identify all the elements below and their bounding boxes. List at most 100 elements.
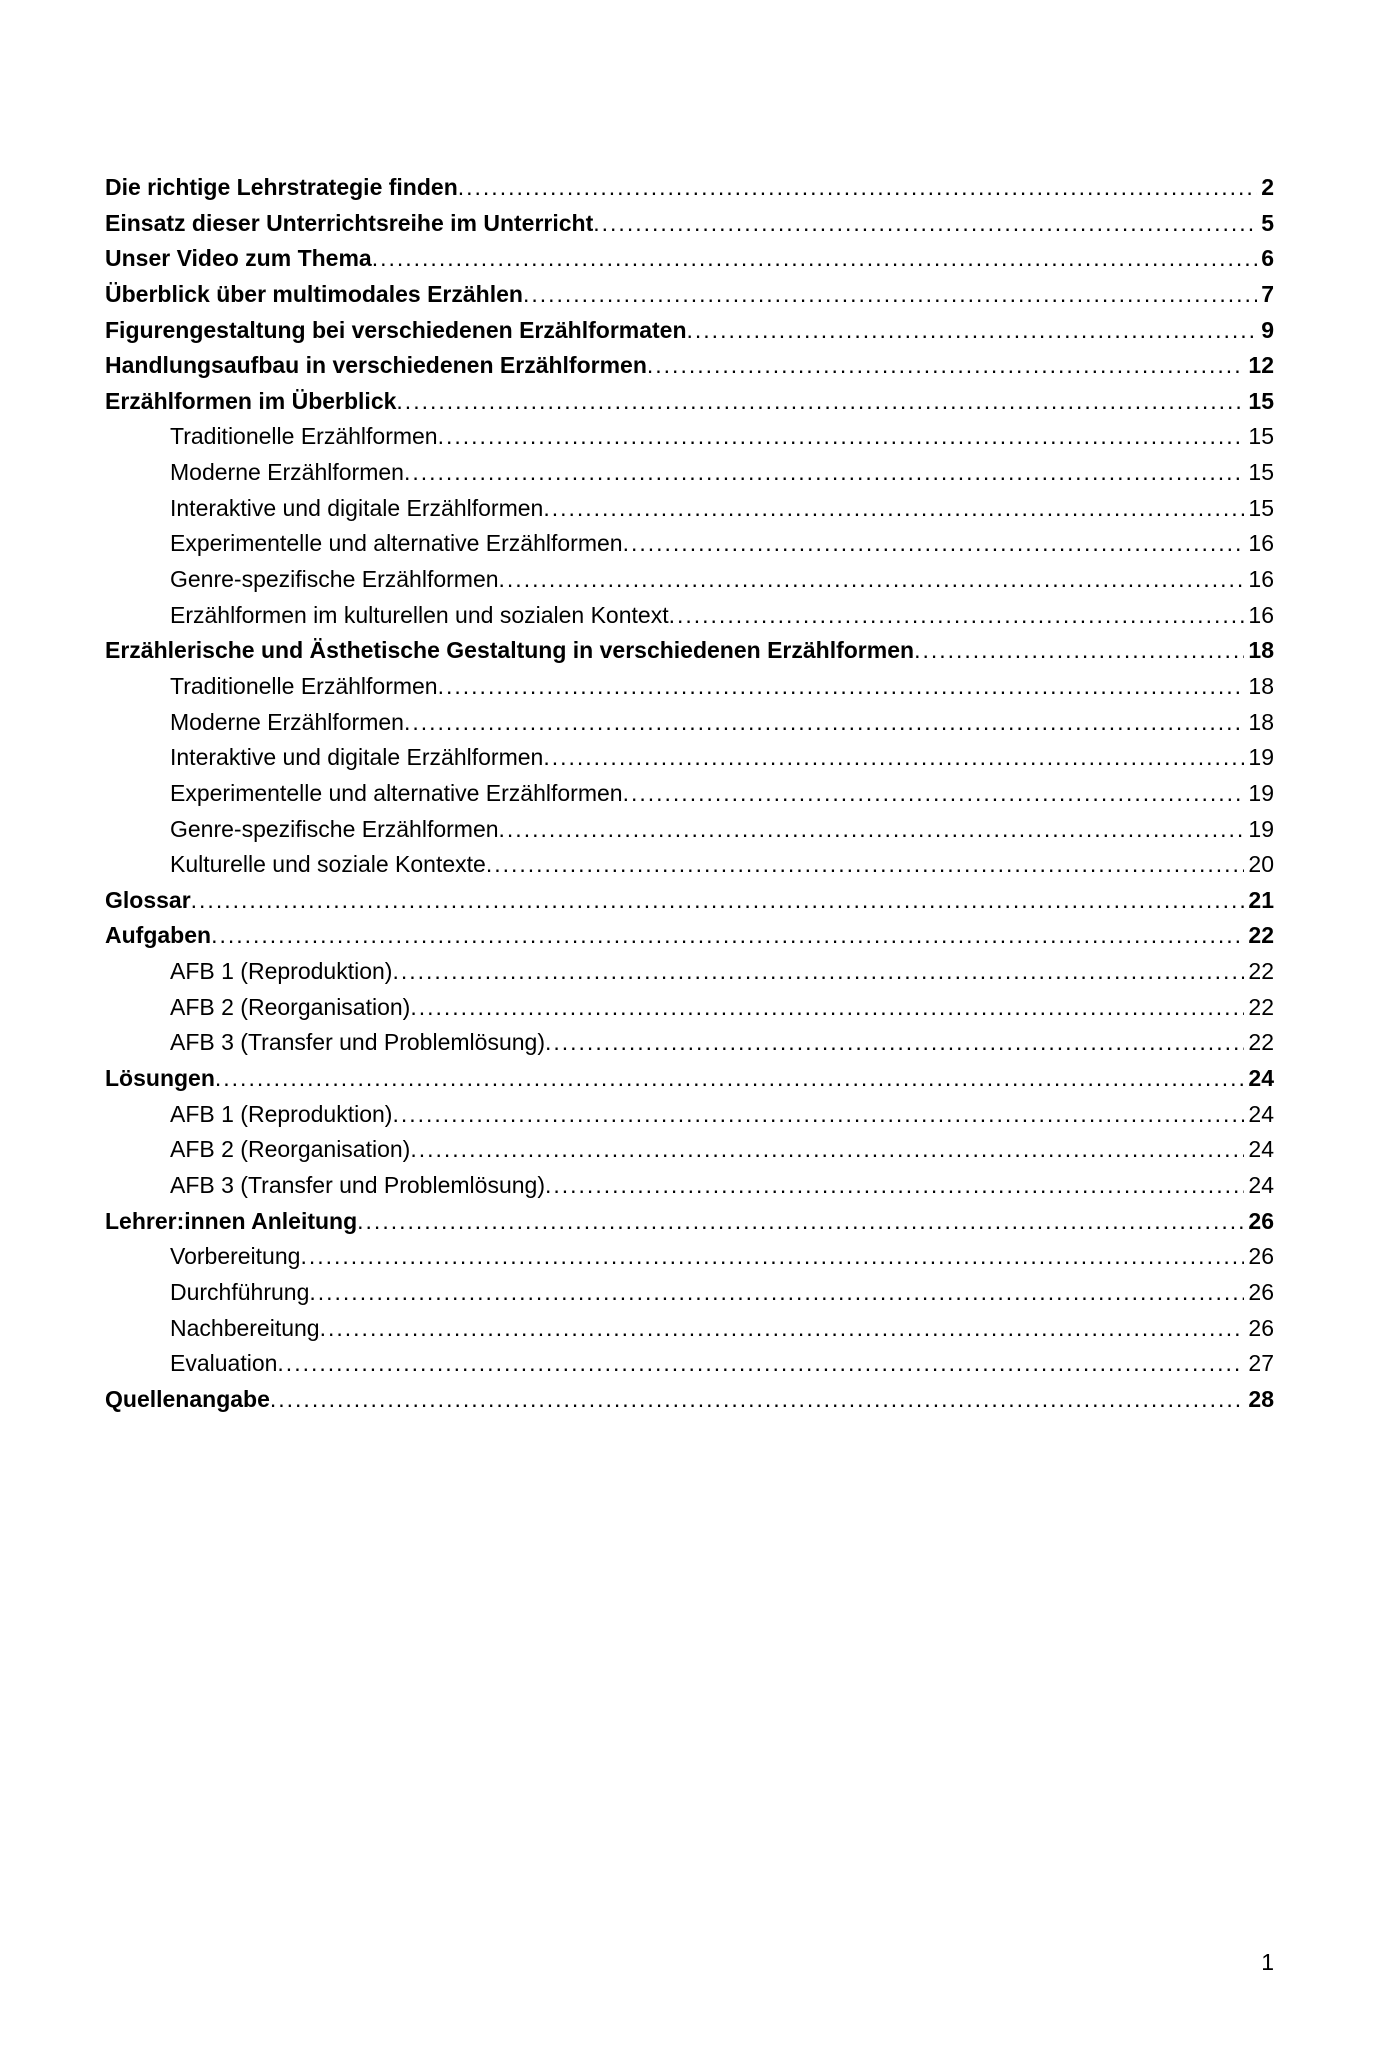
toc-entry-label: Kulturelle und soziale Kontexte [170,847,486,883]
toc-entry-page: 22 [1244,954,1274,990]
toc-entry-label: Figurengestaltung bei verschiedenen Erzä… [105,313,687,349]
toc-entry-label: Lösungen [105,1061,215,1097]
toc-leader-dots [392,1097,1244,1133]
toc-entry-label: Handlungsaufbau in verschiedenen Erzählf… [105,348,647,384]
toc-entry[interactable]: Experimentelle und alternative Erzählfor… [105,526,1274,562]
toc-entry[interactable]: Die richtige Lehrstrategie finden2 [105,170,1274,206]
toc-entry-label: AFB 2 (Reorganisation) [170,990,410,1026]
toc-entry-page: 5 [1257,206,1274,242]
toc-entry-page: 18 [1244,705,1274,741]
toc-entry[interactable]: Unser Video zum Thema6 [105,241,1274,277]
toc-entry-label: Lehrer:innen Anleitung [105,1204,357,1240]
toc-entry[interactable]: AFB 3 (Transfer und Problemlösung) 22 [105,1025,1274,1061]
toc-entry-page: 24 [1244,1097,1274,1133]
toc-entry-label: AFB 3 (Transfer und Problemlösung) [170,1168,545,1204]
toc-entry[interactable]: AFB 3 (Transfer und Problemlösung) 24 [105,1168,1274,1204]
toc-entry-label: Moderne Erzählformen [170,455,404,491]
toc-entry-page: 16 [1244,526,1274,562]
toc-entry[interactable]: Lösungen24 [105,1061,1274,1097]
toc-leader-dots [320,1311,1245,1347]
toc-entry[interactable]: Einsatz dieser Unterrichtsreihe im Unter… [105,206,1274,242]
toc-entry[interactable]: Genre-spezifische Erzählformen 19 [105,812,1274,848]
toc-leader-dots [623,526,1245,562]
toc-entry-label: Evaluation [170,1346,277,1382]
toc-entry-label: AFB 3 (Transfer und Problemlösung) [170,1025,545,1061]
toc-entry[interactable]: AFB 2 (Reorganisation)22 [105,990,1274,1026]
toc-entry[interactable]: Durchführung26 [105,1275,1274,1311]
toc-entry-page: 15 [1244,384,1274,420]
toc-entry-page: 26 [1244,1311,1274,1347]
toc-entry[interactable]: Interaktive und digitale Erzählformen15 [105,491,1274,527]
toc-entry-page: 26 [1244,1204,1274,1240]
toc-entry-label: Erzählformen im kulturellen und sozialen… [170,598,669,634]
toc-entry[interactable]: AFB 2 (Reorganisation) 24 [105,1132,1274,1168]
toc-leader-dots [647,348,1245,384]
toc-entry-page: 21 [1244,883,1274,919]
toc-entry-label: Aufgaben [105,918,211,954]
toc-entry[interactable]: Glossar21 [105,883,1274,919]
toc-entry[interactable]: Lehrer:innen Anleitung 26 [105,1204,1274,1240]
toc-leader-dots [372,241,1258,277]
toc-entry-page: 24 [1244,1168,1274,1204]
toc-leader-dots [392,954,1244,990]
toc-entry[interactable]: AFB 1 (Reproduktion) 22 [105,954,1274,990]
toc-leader-dots [669,598,1245,634]
toc-entry[interactable]: Erzählerische und Ästhetische Gestaltung… [105,633,1274,669]
toc-entry[interactable]: Kulturelle und soziale Kontexte 20 [105,847,1274,883]
toc-entry-page: 18 [1244,669,1274,705]
toc-leader-dots [300,1239,1244,1275]
page-number-footer: 1 [1261,1949,1274,1976]
toc-entry[interactable]: Moderne Erzählformen 15 [105,455,1274,491]
toc-entry[interactable]: Erzählformen im Überblick 15 [105,384,1274,420]
toc-entry-page: 15 [1244,419,1274,455]
toc-entry[interactable]: Evaluation 27 [105,1346,1274,1382]
toc-entry-label: Interaktive und digitale Erzählformen [170,491,543,527]
toc-entry[interactable]: Erzählformen im kulturellen und sozialen… [105,598,1274,634]
toc-entry-label: Experimentelle und alternative Erzählfor… [170,776,623,812]
toc-entry[interactable]: Genre-spezifische Erzählformen16 [105,562,1274,598]
toc-entry-page: 20 [1244,847,1274,883]
toc-entry-label: AFB 1 (Reproduktion) [170,954,392,990]
toc-entry[interactable]: Handlungsaufbau in verschiedenen Erzählf… [105,348,1274,384]
toc-entry-page: 9 [1257,313,1274,349]
toc-entry-label: Nachbereitung [170,1311,320,1347]
toc-leader-dots [687,313,1258,349]
toc-entry[interactable]: Überblick über multimodales Erzählen 7 [105,277,1274,313]
toc-entry-page: 22 [1244,1025,1274,1061]
toc-entry[interactable]: Figurengestaltung bei verschiedenen Erzä… [105,313,1274,349]
toc-entry-label: AFB 2 (Reorganisation) [170,1132,410,1168]
toc-entry-page: 26 [1244,1239,1274,1275]
toc-entry-label: Interaktive und digitale Erzählformen [170,740,543,776]
toc-entry-label: Erzählformen im Überblick [105,384,396,420]
toc-entry-label: Genre-spezifische Erzählformen [170,812,499,848]
toc-entry[interactable]: Traditionelle Erzählformen 15 [105,419,1274,455]
toc-entry[interactable]: Interaktive und digitale Erzählformen19 [105,740,1274,776]
toc-entry-label: Traditionelle Erzählformen [170,419,438,455]
toc-entry-page: 24 [1244,1132,1274,1168]
toc-entry[interactable]: Experimentelle und alternative Erzählfor… [105,776,1274,812]
toc-entry[interactable]: AFB 1 (Reproduktion)24 [105,1097,1274,1133]
toc-entry[interactable]: Nachbereitung 26 [105,1311,1274,1347]
toc-leader-dots [438,419,1245,455]
toc-entry-label: Überblick über multimodales Erzählen [105,277,523,313]
toc-entry[interactable]: Quellenangabe28 [105,1382,1274,1418]
toc-container: Die richtige Lehrstrategie finden2Einsat… [0,0,1379,1417]
toc-entry-page: 7 [1257,277,1274,313]
toc-entry-page: 19 [1244,812,1274,848]
toc-leader-dots [309,1275,1244,1311]
toc-entry[interactable]: Traditionelle Erzählformen18 [105,669,1274,705]
toc-entry[interactable]: Moderne Erzählformen18 [105,705,1274,741]
toc-leader-dots [914,633,1244,669]
toc-entry-page: 6 [1257,241,1274,277]
toc-leader-dots [545,1168,1244,1204]
toc-entry-label: Experimentelle und alternative Erzählfor… [170,526,623,562]
toc-leader-dots [543,491,1244,527]
toc-entry-page: 27 [1244,1346,1274,1382]
toc-leader-dots [458,170,1257,206]
toc-leader-dots [523,277,1257,313]
toc-entry[interactable]: Aufgaben22 [105,918,1274,954]
toc-entry-label: Durchführung [170,1275,309,1311]
toc-entry-label: Genre-spezifische Erzählformen [170,562,499,598]
toc-entry-page: 15 [1244,455,1274,491]
toc-entry[interactable]: Vorbereitung26 [105,1239,1274,1275]
